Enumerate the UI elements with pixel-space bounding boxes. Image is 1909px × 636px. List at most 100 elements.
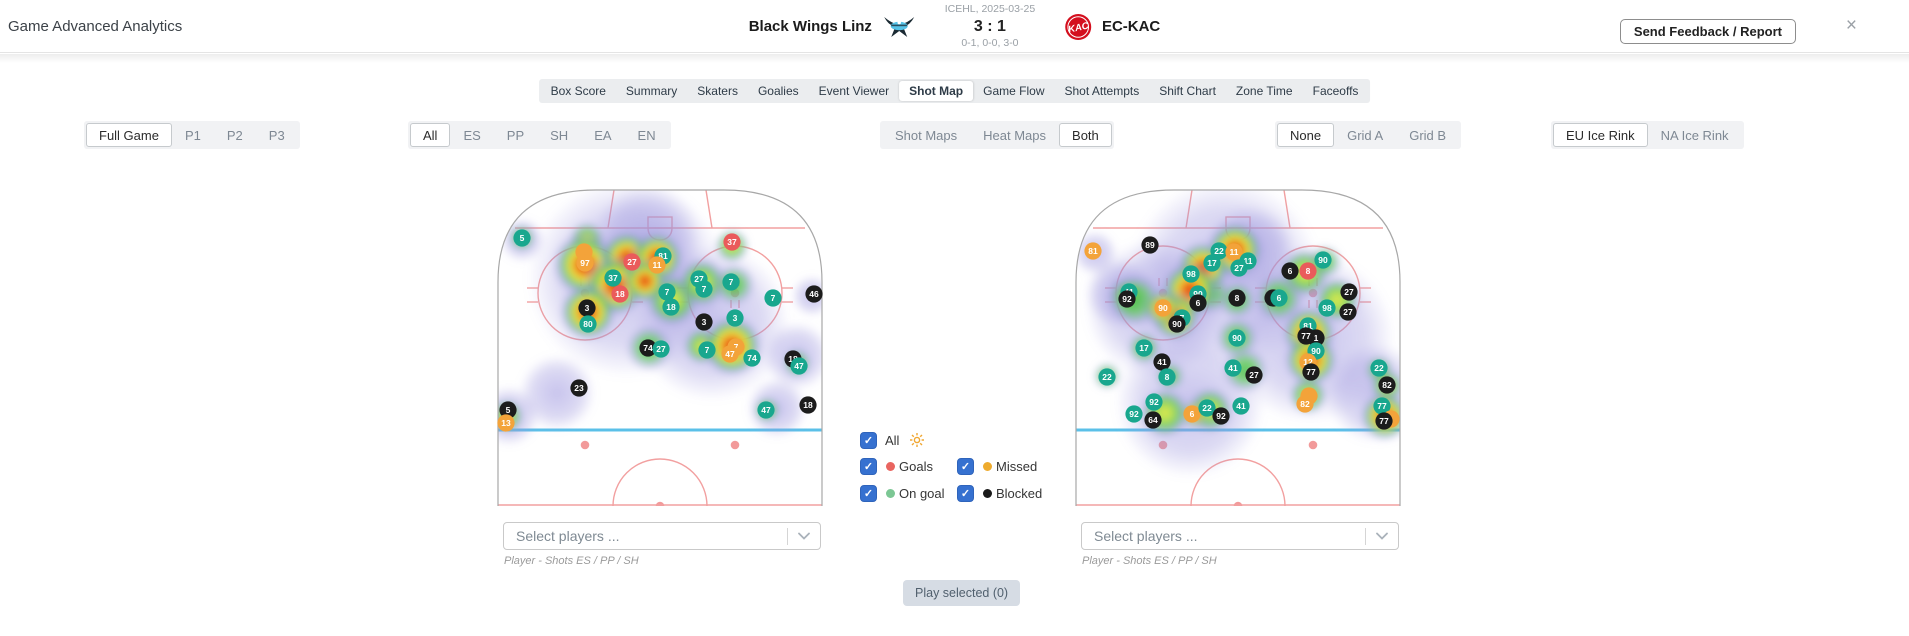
shot-marker[interactable]: 81 <box>1084 242 1102 260</box>
shot-marker[interactable]: 74 <box>639 339 657 357</box>
shot-marker[interactable]: 18 <box>662 298 680 316</box>
shot-marker[interactable]: 97 <box>576 254 594 272</box>
blocked-checkbox[interactable]: ✓ <box>957 484 974 502</box>
shot-marker[interactable]: 92 <box>1212 407 1230 425</box>
shot-marker[interactable]: 47 <box>757 401 775 419</box>
tab-event-viewer[interactable]: Event Viewer <box>818 84 890 98</box>
shot-marker[interactable]: 13 <box>497 414 515 432</box>
shot-marker[interactable]: 77 <box>1373 397 1391 415</box>
shot-marker[interactable]: 3 <box>695 313 713 331</box>
shot-marker[interactable]: 47 <box>721 345 739 363</box>
shot-marker[interactable]: 77 <box>1375 412 1393 430</box>
shot-marker[interactable]: 77 <box>1302 363 1320 381</box>
shot-marker[interactable]: 17 <box>1203 254 1221 272</box>
shot-marker[interactable]: 27 <box>1340 283 1358 301</box>
missed-checkbox[interactable]: ✓ <box>957 457 974 475</box>
shot-marker[interactable]: 6 <box>1189 294 1207 312</box>
shot-marker[interactable]: 3 <box>578 299 596 317</box>
shot-marker[interactable]: 27 <box>1339 303 1357 321</box>
shot-marker[interactable]: 5 <box>499 401 517 419</box>
filter-es[interactable]: ES <box>450 123 493 147</box>
filter-p1[interactable]: P1 <box>172 123 214 147</box>
tab-faceoffs[interactable]: Faceoffs <box>1312 84 1359 98</box>
shot-marker[interactable]: 92 <box>1125 405 1143 423</box>
shot-marker[interactable]: 27 <box>1230 259 1248 277</box>
shot-marker[interactable]: 11 <box>648 256 666 274</box>
shot-marker[interactable]: 27 <box>623 253 641 271</box>
filter-en[interactable]: EN <box>625 123 669 147</box>
shot-marker[interactable]: 7 <box>658 283 676 301</box>
shot-marker[interactable]: 7 <box>698 341 716 359</box>
tab-skaters[interactable]: Skaters <box>697 84 738 98</box>
shot-marker[interactable]: 37 <box>604 269 622 287</box>
shot-marker[interactable]: 3 <box>726 309 744 327</box>
shot-marker[interactable]: 7 <box>695 280 713 298</box>
filter-heat-maps[interactable]: Heat Maps <box>970 123 1059 147</box>
filter-shot-maps[interactable]: Shot Maps <box>882 123 970 147</box>
filter-na-ice-rink[interactable]: NA Ice Rink <box>1648 123 1742 147</box>
filter-both[interactable]: Both <box>1059 123 1112 147</box>
shot-marker[interactable]: 80 <box>579 315 597 333</box>
away-player-select[interactable]: Select players ... <box>1081 522 1399 550</box>
shot-marker[interactable]: 41 <box>1224 359 1242 377</box>
tab-zone-time[interactable]: Zone Time <box>1235 84 1293 98</box>
send-feedback-button[interactable]: Send Feedback / Report <box>1619 19 1796 44</box>
shot-marker[interactable]: 92 <box>1145 393 1163 411</box>
shot-marker[interactable]: 89 <box>1141 236 1159 254</box>
shot-marker[interactable]: 22 <box>1370 359 1388 377</box>
shot-marker[interactable]: 18 <box>799 396 817 414</box>
tab-summary[interactable]: Summary <box>625 84 678 98</box>
away-rink-shot-map[interactable]: 8189221117112798906841929069086279827790… <box>1075 188 1401 506</box>
tab-shot-attempts[interactable]: Shot Attempts <box>1064 84 1140 98</box>
tab-shift-chart[interactable]: Shift Chart <box>1159 84 1216 98</box>
shot-marker[interactable]: 64 <box>1144 411 1162 429</box>
filter-all[interactable]: All <box>410 123 451 147</box>
chevron-down-icon[interactable] <box>1366 532 1398 540</box>
shot-marker[interactable]: 22 <box>1198 399 1216 417</box>
tab-shot-map[interactable]: Shot Map <box>899 81 974 101</box>
shot-marker[interactable]: 74 <box>743 349 761 367</box>
filter-ea[interactable]: EA <box>581 123 624 147</box>
shot-marker[interactable]: 7 <box>722 273 740 291</box>
shot-marker[interactable]: 8 <box>1228 289 1246 307</box>
shot-marker[interactable]: 90 <box>1168 315 1186 333</box>
tab-box-score[interactable]: Box Score <box>550 84 606 98</box>
goals-checkbox[interactable]: ✓ <box>860 457 877 475</box>
shot-marker[interactable]: 82 <box>1296 395 1314 413</box>
filter-p3[interactable]: P3 <box>256 123 298 147</box>
shot-marker[interactable]: 90 <box>1228 329 1246 347</box>
tab-goalies[interactable]: Goalies <box>757 84 799 98</box>
shot-marker[interactable]: 11 <box>1225 243 1243 261</box>
filter-p2[interactable]: P2 <box>214 123 256 147</box>
shot-marker[interactable]: 18 <box>611 285 629 303</box>
shot-marker[interactable]: 41 <box>1232 397 1250 415</box>
shot-marker[interactable]: 82 <box>1378 376 1396 394</box>
all-checkbox[interactable]: ✓ <box>860 431 877 449</box>
shot-marker[interactable]: 8 <box>1299 262 1317 280</box>
filter-eu-ice-rink[interactable]: EU Ice Rink <box>1553 123 1648 147</box>
shot-marker[interactable]: 7 <box>764 289 782 307</box>
shot-marker[interactable]: 41 <box>1153 353 1171 371</box>
filter-sh[interactable]: SH <box>537 123 581 147</box>
close-icon[interactable]: × <box>1845 15 1857 36</box>
shot-marker[interactable]: 47 <box>790 357 808 375</box>
shot-marker[interactable]: 22 <box>1098 368 1116 386</box>
home-player-select[interactable]: Select players ... <box>503 522 821 550</box>
tab-game-flow[interactable]: Game Flow <box>983 84 1045 98</box>
shot-marker[interactable]: 92 <box>1118 290 1136 308</box>
shot-marker[interactable]: 90 <box>1314 251 1332 269</box>
filter-none[interactable]: None <box>1277 123 1335 147</box>
shot-marker[interactable]: 98 <box>1182 265 1200 283</box>
filter-grid-a[interactable]: Grid A <box>1334 123 1396 147</box>
shot-marker[interactable]: 5 <box>513 229 531 247</box>
chevron-down-icon[interactable] <box>788 532 820 540</box>
play-selected-button[interactable]: Play selected (0) <box>903 580 1021 606</box>
shot-marker[interactable]: 6 <box>1270 289 1288 307</box>
shot-marker[interactable]: 37 <box>723 233 741 251</box>
sun-icon[interactable] <box>909 432 925 448</box>
shot-marker[interactable]: 27 <box>1245 366 1263 384</box>
shot-marker[interactable]: 27 <box>652 340 670 358</box>
shot-marker[interactable]: 17 <box>1135 339 1153 357</box>
shot-marker[interactable]: 6 <box>1281 262 1299 280</box>
